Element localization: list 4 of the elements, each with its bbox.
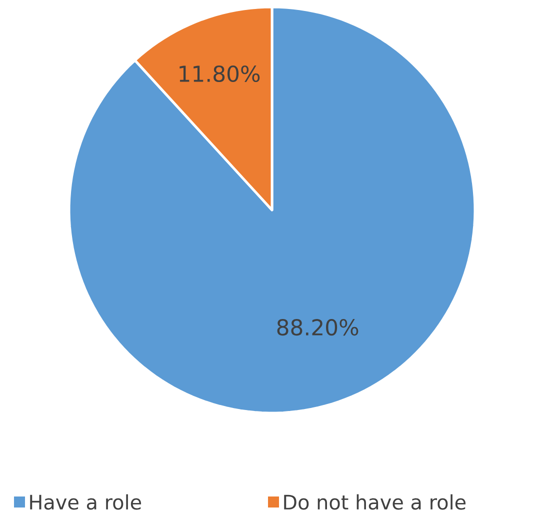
data-label: 11.80% <box>180 65 260 82</box>
legend-label: Do not have a role <box>284 494 466 510</box>
legend-label: Have a role <box>30 494 142 510</box>
data-label: 88.20% <box>277 319 358 336</box>
